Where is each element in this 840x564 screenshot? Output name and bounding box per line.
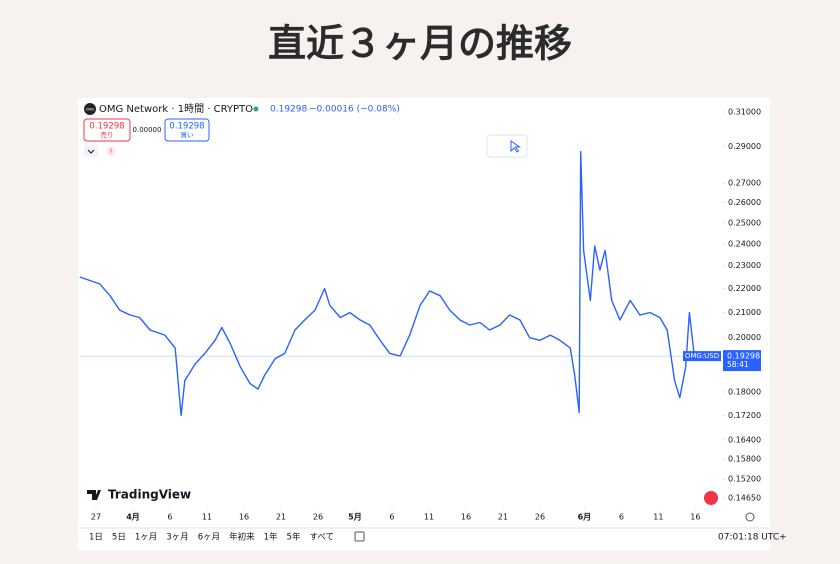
- y-tick-label: 0.15200: [728, 475, 761, 484]
- y-tick-label: 0.29000: [728, 142, 761, 151]
- quote-price: 0.19298: [270, 105, 307, 115]
- drawing-toolbar[interactable]: [486, 134, 528, 158]
- calendar-icon[interactable]: [354, 531, 365, 542]
- y-tick-label: 0.23000: [728, 261, 761, 270]
- page-title: 直近３ヶ月の推移: [268, 22, 572, 66]
- y-tick-label: 0.25000: [728, 218, 761, 227]
- collapse-button[interactable]: [84, 145, 98, 157]
- range-button[interactable]: 1日: [89, 533, 103, 543]
- range-button[interactable]: 5年: [287, 532, 301, 543]
- x-tick-label: 6: [619, 513, 624, 522]
- y-tick-label: 0.14650: [728, 494, 761, 503]
- countdown: 58:41: [727, 360, 749, 369]
- x-tick-label: 11: [653, 513, 663, 522]
- symbol-tag: [683, 351, 721, 362]
- range-button[interactable]: 1年: [264, 532, 278, 543]
- range-button[interactable]: 1ヶ月: [135, 533, 157, 543]
- y-tick-label: 0.22000: [728, 284, 761, 293]
- x-tick-label: 26: [535, 513, 545, 522]
- x-tick-label: 6月: [578, 513, 592, 522]
- y-tick-label: 0.26000: [728, 198, 761, 207]
- alert-mark: !: [110, 148, 113, 156]
- range-bar: 1日 5日 1ヶ月 3ヶ月 6ヶ月 年初来 1年 5年 すべて: [89, 531, 365, 543]
- sell-label: 売り: [101, 130, 114, 139]
- chevron-icon: [87, 149, 95, 154]
- brand: TradingView: [108, 488, 191, 502]
- symbol: OMG Network · 1時間 · CRYPTO: [99, 103, 253, 115]
- spread: 0.00000: [133, 126, 162, 134]
- x-tick-label: 4月: [126, 513, 140, 522]
- settings-icon[interactable]: [745, 512, 755, 522]
- range-button[interactable]: 3ヶ月: [166, 533, 188, 543]
- y-tick-label: 0.31000: [728, 108, 761, 117]
- x-tick-label: 16: [690, 513, 700, 522]
- y-tick-label: 0.15800: [728, 455, 761, 464]
- x-tick-label: 5月: [348, 513, 362, 522]
- quote-change: −0.00016 (−0.08%): [309, 105, 400, 115]
- x-tick-label: 16: [239, 513, 249, 522]
- status-dot: [253, 106, 259, 112]
- x-tick-label: 11: [202, 513, 212, 522]
- x-tick-label: 21: [276, 513, 286, 522]
- plot: 0.31000 0.29000 0.27000 0.26000 0.25000 0.240…: [79, 108, 761, 522]
- price-tag: [723, 350, 761, 372]
- buy-price: 0.19298: [169, 122, 204, 132]
- logo: [84, 103, 96, 115]
- brand-logo: [87, 490, 101, 500]
- y-tick-label: 0.18000: [728, 387, 761, 396]
- range-button[interactable]: 5日: [112, 533, 126, 543]
- cursor-icon: [510, 140, 522, 153]
- symbol-tag-label: OMG:USD: [685, 352, 719, 360]
- price-tag-label: 0.19298: [727, 352, 760, 361]
- y-tick-label: 0.27000: [728, 179, 761, 188]
- price-line: [79, 151, 701, 417]
- range-button[interactable]: 年初来: [229, 532, 255, 543]
- y-tick-label: 0.17200: [728, 411, 761, 420]
- sell-button[interactable]: [83, 118, 131, 142]
- range-button[interactable]: 6ヶ月: [198, 533, 220, 543]
- clock: 07:01:18 UTC+: [718, 533, 787, 543]
- flag-icon: [704, 491, 718, 505]
- x-tick-label: 16: [461, 513, 471, 522]
- x-tick-label: 11: [424, 513, 434, 522]
- x-tick-label: 27: [91, 513, 101, 522]
- x-tick-label: 21: [498, 513, 508, 522]
- buy-label: 買い: [181, 131, 194, 139]
- x-tick-label: 6: [389, 513, 394, 522]
- x-tick-label: 26: [313, 513, 323, 522]
- range-button[interactable]: すべて: [309, 533, 334, 543]
- chart-panel: [78, 98, 770, 550]
- buy-button[interactable]: [164, 118, 210, 142]
- logo-text: OMG: [86, 108, 95, 112]
- x-tick-label: 6: [167, 513, 172, 522]
- alert-icon[interactable]: [106, 146, 116, 156]
- y-tick-label: 0.20000: [728, 333, 761, 342]
- y-tick-label: 0.24000: [728, 239, 761, 248]
- y-tick-label: 0.21000: [728, 308, 761, 317]
- y-tick-label: 0.16400: [728, 435, 761, 444]
- sell-price: 0.19298: [89, 122, 124, 132]
